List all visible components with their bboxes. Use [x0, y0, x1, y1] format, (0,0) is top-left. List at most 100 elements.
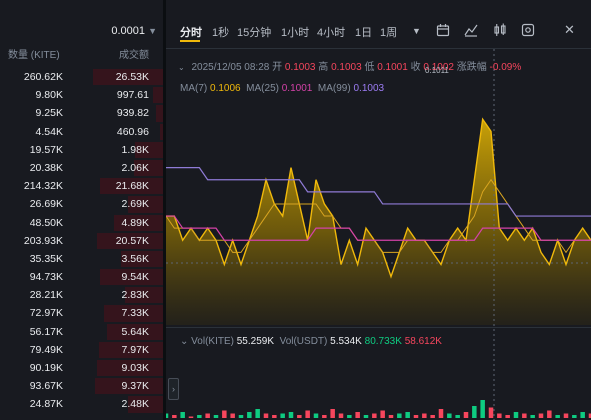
row-qty: 9.25K — [35, 107, 63, 120]
order-book-row[interactable]: 24.87K 2.48K — [0, 395, 163, 413]
depth-bar — [103, 305, 163, 322]
volume-bar — [413, 415, 419, 418]
depth-bar — [128, 196, 163, 213]
tab-timeframe-1[interactable]: 1秒 — [212, 27, 230, 39]
change-value: -0.09% — [489, 62, 522, 73]
panel-divider[interactable] — [163, 0, 166, 420]
depth-bar — [98, 341, 163, 358]
row-amount: 2.83K — [121, 289, 149, 302]
volume-bar — [313, 413, 319, 418]
tab-timeframe-0[interactable]: 分时 — [180, 27, 202, 39]
depth-bar — [135, 141, 163, 158]
order-book-row[interactable]: 72.97K 7.33K — [0, 304, 163, 322]
row-qty: 35.35K — [29, 252, 63, 265]
candle-icon[interactable] — [493, 23, 507, 37]
tab-timeframe-4[interactable]: 4小时 — [317, 27, 346, 39]
caret-down-icon[interactable]: ▼ — [148, 26, 157, 36]
volume-bar — [538, 413, 544, 418]
volume-bar — [513, 412, 519, 418]
order-book-row[interactable]: 48.50K 4.89K — [0, 214, 163, 232]
row-qty: 72.97K — [29, 307, 63, 320]
volume-bar — [572, 415, 577, 418]
timeframe-toolbar: 分时 1秒 15分钟 1小时 4小时 1日 1周 ▼ ✕ — [166, 18, 591, 44]
order-book-row[interactable]: 94.73K 9.54K — [0, 268, 163, 286]
volume-bar — [430, 415, 435, 418]
order-book-row[interactable]: 35.35K 3.56K — [0, 250, 163, 268]
precision-selector[interactable]: 0.0001 ▼ — [0, 22, 163, 44]
volume-bar — [438, 409, 444, 418]
precision-value[interactable]: 0.0001 — [111, 25, 145, 37]
volume-bar — [547, 410, 552, 418]
row-qty: 20.38K — [29, 161, 63, 174]
price-chart-panel: 分时 1秒 15分钟 1小时 4小时 1日 1周 ▼ ✕ — [166, 0, 591, 420]
volume-bar — [213, 415, 219, 418]
open-value: 0.1003 — [284, 62, 316, 73]
order-book-row[interactable]: 93.67K 9.37K — [0, 377, 163, 395]
row-qty: 24.87K — [29, 398, 63, 411]
volume-bar — [263, 413, 269, 418]
volume-bar — [347, 415, 352, 418]
order-book-row[interactable]: 90.19K 9.03K — [0, 359, 163, 377]
tab-timeframe-3[interactable]: 1小时 — [281, 27, 310, 39]
order-book-row[interactable]: 9.80K 997.61 — [0, 86, 163, 104]
volume-bar — [330, 409, 335, 418]
ma7-value: 0.1006 — [210, 83, 241, 94]
settings-icon[interactable] — [521, 23, 535, 37]
volume-bar — [372, 413, 377, 418]
close-label: 收 — [410, 62, 421, 73]
row-amount: 1.98K — [121, 143, 149, 156]
volume-bar — [530, 415, 535, 418]
close-value: 0.1002 — [423, 62, 454, 73]
chevron-down-icon[interactable]: ⌄ — [180, 336, 189, 347]
volume-bar — [255, 409, 260, 418]
order-book-row[interactable]: 26.69K 2.69K — [0, 195, 163, 213]
order-book-row[interactable]: 56.17K 5.64K — [0, 323, 163, 341]
expand-panel-button[interactable]: › — [168, 378, 179, 400]
volume-bar — [188, 416, 194, 418]
order-book-row[interactable]: 203.93K 20.57K — [0, 232, 163, 250]
tab-timeframe-6[interactable]: 1周 — [380, 27, 398, 39]
caret-down-icon[interactable]: ▼ — [412, 26, 421, 36]
depth-bar — [95, 378, 163, 395]
depth-bar — [156, 105, 163, 122]
ma25-line — [166, 215, 591, 241]
order-book-row[interactable]: 9.25K 939.82 — [0, 104, 163, 122]
order-book-row[interactable]: 4.54K 460.96 — [0, 123, 163, 141]
open-label: 开 — [272, 62, 283, 73]
close-icon[interactable]: ✕ — [564, 22, 575, 37]
depth-bar — [96, 232, 163, 249]
volume-bar — [305, 410, 310, 418]
volume-bar — [205, 413, 210, 418]
tab-timeframe-2[interactable]: 15分钟 — [237, 27, 272, 39]
indicator-icon[interactable] — [464, 23, 478, 37]
row-amount: 21.68K — [115, 180, 149, 193]
ohlc-readout: ⌄ 2025/12/05 08:28 开 0.1003 高 0.1003 低 0… — [178, 58, 521, 73]
order-book-row[interactable]: 19.57K 1.98K — [0, 141, 163, 159]
volume-bar — [555, 415, 560, 418]
order-book-row[interactable]: 20.38K 2.06K — [0, 159, 163, 177]
volume-bar — [363, 415, 369, 418]
order-book-row[interactable]: 28.21K 2.83K — [0, 286, 163, 304]
volume-bar — [497, 413, 502, 418]
row-qty: 93.67K — [29, 380, 63, 393]
row-amount: 9.03K — [121, 362, 149, 374]
ma99-value: 0.1003 — [353, 83, 385, 94]
price-area-chart[interactable] — [166, 0, 591, 420]
tab-timeframe-5[interactable]: 1日 — [355, 27, 373, 39]
row-amount: 2.48K — [121, 398, 149, 411]
low-label: 低 — [364, 62, 375, 73]
calendar-icon[interactable] — [436, 23, 450, 37]
ma25-value: 0.1001 — [281, 83, 313, 94]
change-label: 涨跌幅 — [456, 62, 487, 73]
volume-bar — [505, 415, 510, 418]
volume-divider — [166, 327, 591, 328]
chevron-down-icon[interactable]: ⌄ — [178, 63, 185, 72]
order-book-row[interactable]: 260.62K 26.53K — [0, 68, 163, 86]
volume-bar — [222, 410, 227, 418]
order-book-row[interactable]: 79.49K 7.97K — [0, 341, 163, 359]
row-qty: 9.80K — [35, 89, 63, 102]
depth-bar — [100, 178, 163, 195]
row-amount: 5.64K — [121, 325, 149, 338]
ma7-label: MA(7) — [180, 83, 208, 94]
order-book-row[interactable]: 214.32K 21.68K — [0, 177, 163, 195]
